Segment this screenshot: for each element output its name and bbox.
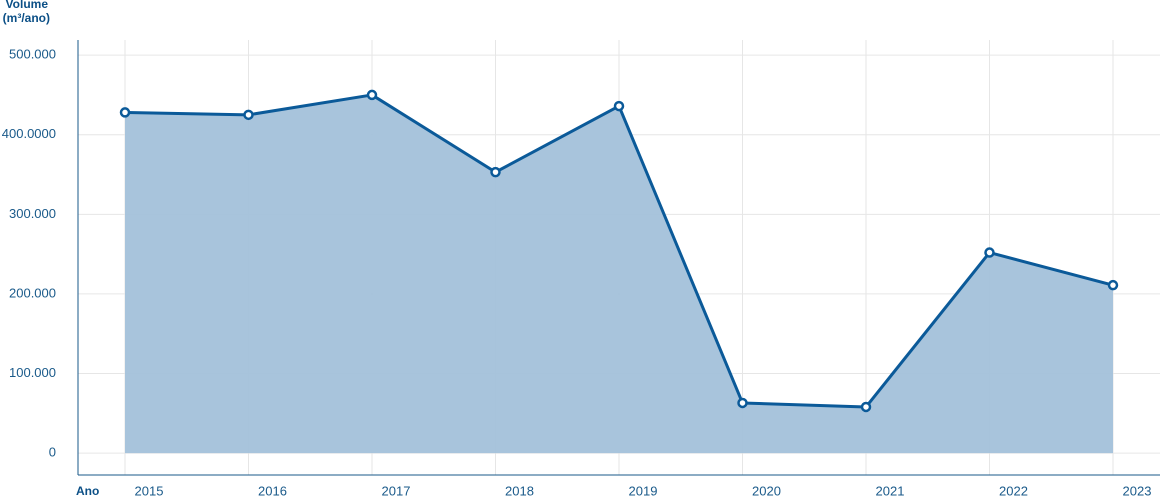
point [737,397,748,409]
y-tick-label: 200.000 [9,285,56,300]
y-tick-label: 100.000 [9,365,56,380]
y-axis-title: Volume [6,0,49,11]
x-tick-label: 2015 [135,483,164,498]
point [490,166,501,178]
x-tick-label: 2020 [752,483,781,498]
y-tick-label: 400.0000 [2,126,56,141]
point [243,109,254,121]
y-tick-label: 0 [49,445,56,460]
point [1107,279,1119,291]
x-tick-label: 2019 [629,483,658,498]
y-tick-label: 500.000 [9,47,56,62]
x-tick-label: 2017 [382,483,411,498]
x-tick-label: 2022 [999,483,1028,498]
y-axis-title: (m³/ano) [3,11,50,25]
point [984,247,995,258]
x-tick-label: 2021 [876,483,905,498]
x-axis-title: Ano [76,484,99,498]
point [119,107,131,118]
area [125,94,1113,454]
x-tick-label: 2016 [258,483,287,498]
point [366,89,378,101]
point [613,100,625,112]
x-tick-label: 2018 [505,483,534,498]
x-tick-label: 2023 [1123,483,1152,498]
point [860,401,872,413]
y-tick-label: 300.000 [9,206,56,221]
